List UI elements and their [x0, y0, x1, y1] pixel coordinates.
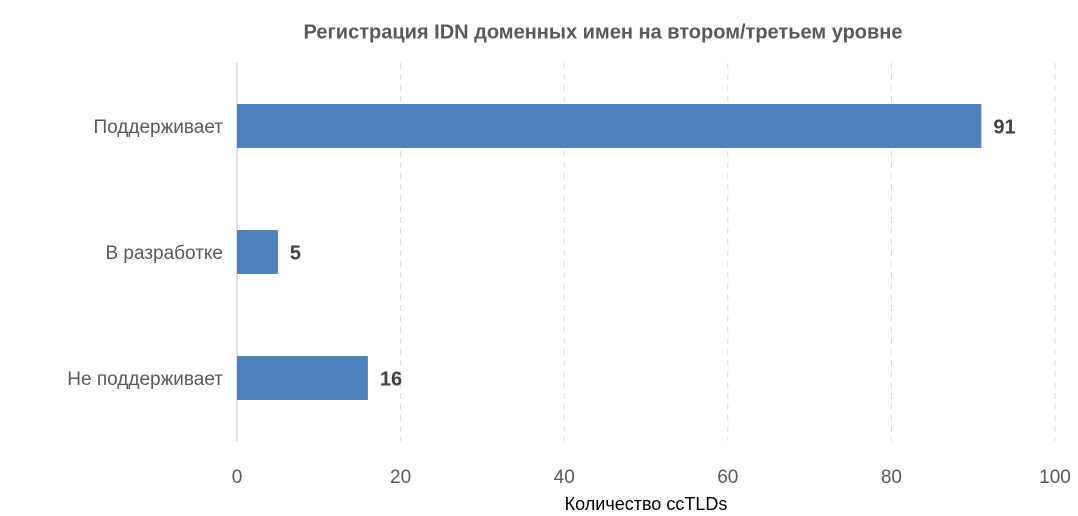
x-tick-label: 0 — [232, 467, 243, 488]
x-tick-label: 40 — [554, 467, 575, 488]
data-label: 91 — [993, 116, 1015, 138]
x-tick-label: 80 — [881, 467, 902, 488]
bar — [237, 230, 278, 274]
y-tick-label: В разработке — [105, 243, 223, 264]
y-tick-label: Поддерживает — [93, 117, 223, 138]
x-tick-label: 100 — [1039, 467, 1071, 488]
data-label: 5 — [290, 242, 301, 264]
x-axis-label: Количество ccTLDs — [565, 494, 728, 514]
data-label: 16 — [380, 368, 402, 390]
x-tick-label: 60 — [717, 467, 738, 488]
chart-title: Регистрация IDN доменных имен на втором/… — [303, 21, 902, 43]
bar — [237, 104, 982, 148]
y-tick-label: Не поддерживает — [67, 369, 223, 390]
bar — [237, 356, 368, 400]
x-tick-label: 20 — [390, 467, 411, 488]
